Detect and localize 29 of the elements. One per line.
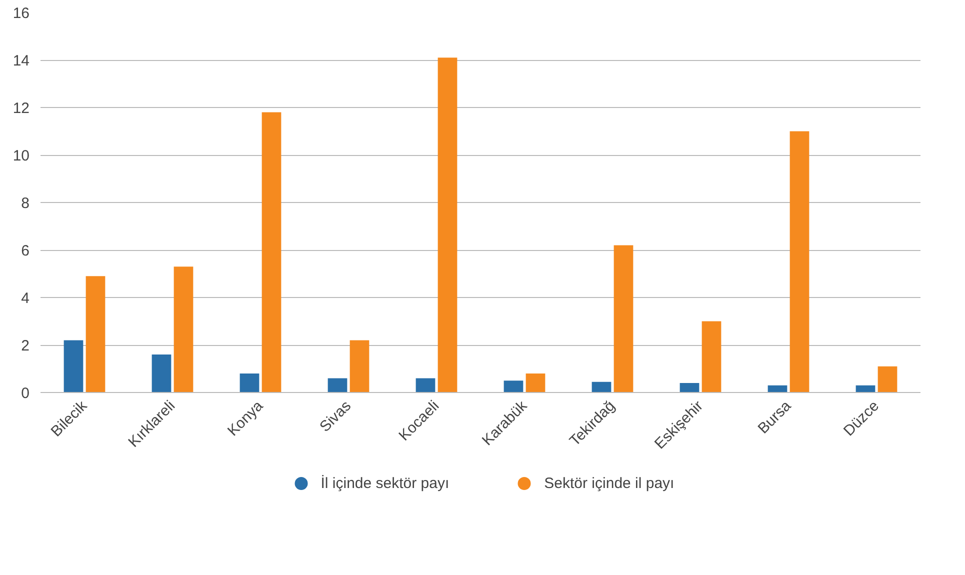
bar: [702, 321, 722, 392]
legend-label: İl içinde sektör payı: [320, 474, 450, 492]
bar: [504, 380, 524, 392]
bar: [790, 131, 810, 392]
bar: [878, 366, 898, 392]
bar: [240, 374, 260, 392]
bar: [152, 354, 172, 392]
y-tick-label: 12: [12, 100, 30, 117]
y-tick-label: 10: [12, 148, 30, 164]
y-tick-label: 4: [21, 290, 30, 307]
bar: [614, 245, 634, 392]
bar: [64, 340, 84, 392]
bar: [438, 58, 458, 392]
bar: [86, 276, 106, 392]
bar: [350, 340, 370, 392]
bar: [262, 112, 282, 392]
y-tick-label: 2: [21, 338, 30, 354]
y-tick-label: 6: [21, 242, 30, 260]
bar: [416, 378, 436, 392]
bar: [526, 374, 546, 392]
y-tick-label: 8: [21, 195, 30, 212]
bar: [328, 378, 348, 392]
bar: [680, 383, 700, 392]
legend-label: Sektör içinde il payı: [544, 474, 674, 492]
bar: [592, 382, 612, 392]
y-tick-label: 16: [12, 5, 30, 22]
y-tick-label: 14: [12, 52, 30, 70]
y-tick-label: 0: [21, 385, 30, 402]
bar: [174, 266, 194, 392]
